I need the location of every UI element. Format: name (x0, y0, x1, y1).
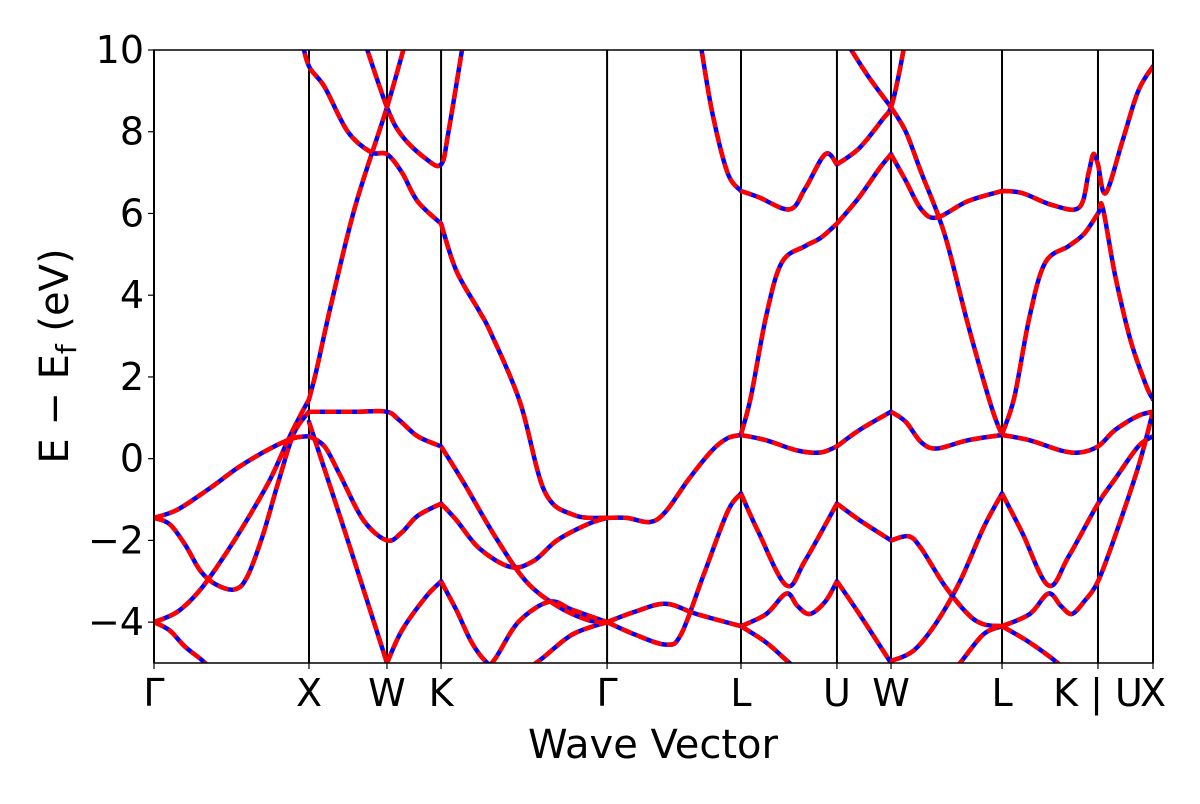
band-line-red-15 (488, 599, 608, 663)
band-line-blue-6 (306, 419, 390, 663)
band-line-red-13 (439, 502, 608, 570)
band-line-red-7 (307, 434, 443, 544)
x-tick-label: K | U (1053, 671, 1143, 716)
band-line-red-23 (740, 432, 838, 456)
y-tick-label: −4 (88, 600, 144, 644)
x-tick-label: K (429, 671, 455, 715)
plot-frame (153, 49, 1154, 664)
band-line-red-44 (1000, 624, 1062, 663)
band-line-red-37 (890, 492, 1004, 663)
band-line-red-8 (384, 579, 443, 663)
bands-red-series (154, 50, 1153, 663)
band-line-red-5 (308, 408, 442, 449)
band-line-red-0 (154, 620, 209, 663)
band-line-red-35 (889, 409, 1003, 451)
x-tick-label: U (823, 671, 851, 715)
band-line-red-42 (1000, 434, 1153, 589)
x-tick-label: Γ (596, 671, 617, 715)
band-line-red-38 (957, 624, 1003, 663)
band-line-red-4 (306, 50, 406, 400)
x-tick-label: Γ (143, 671, 164, 715)
band-line-red-20 (699, 50, 743, 193)
y-axis-label: E − Ef (eV) (32, 248, 83, 463)
band-line-red-17 (607, 432, 742, 525)
band-line-red-14 (439, 580, 491, 663)
band-line-red-43 (1001, 411, 1153, 629)
band-line-red-2 (154, 410, 311, 592)
band-line-red-24 (738, 492, 839, 589)
band-line-red-31 (835, 580, 893, 663)
y-tick-label: −2 (88, 518, 144, 562)
band-line-red-21 (740, 151, 839, 212)
band-line-red-18 (606, 601, 742, 629)
y-tick-label: 6 (120, 191, 144, 235)
band-line-red-25 (740, 580, 839, 629)
band-line-red-39 (1001, 65, 1153, 212)
y-axis-ticks: −4 −2 0 2 4 6 8 10 (88, 28, 154, 644)
x-tick-label: W (872, 671, 910, 715)
band-line-red-16 (532, 619, 608, 663)
band-line-blue-33 (888, 104, 1005, 438)
x-tick-label: L (730, 671, 751, 715)
plot-area (154, 50, 1153, 663)
band-line-red-36 (890, 533, 1003, 629)
y-tick-label: 8 (120, 110, 144, 154)
band-line-red-27 (835, 50, 906, 167)
band-line-red-11 (438, 223, 608, 521)
band-line-red-19 (606, 491, 743, 647)
x-tick-label: L (991, 671, 1012, 715)
band-line-red-34 (889, 153, 1003, 221)
band-line-red-29 (835, 409, 893, 449)
x-tick-label: X (296, 671, 322, 715)
band-line-red-10 (364, 50, 465, 169)
x-axis-label: Wave Vector (528, 722, 779, 768)
y-tick-label: 10 (96, 28, 144, 72)
band-line-blue-26 (738, 623, 794, 663)
band-line-red-30 (835, 501, 893, 543)
y-tick-label: 4 (120, 273, 144, 317)
band-line-red-41 (1001, 409, 1153, 456)
band-line-blue-32 (848, 50, 894, 110)
x-tick-label: X (1140, 671, 1166, 715)
y-tick-label: 2 (120, 355, 144, 399)
band-line-red-40 (999, 201, 1153, 435)
band-line-red-12 (439, 445, 608, 625)
y-tick-label: 0 (120, 437, 144, 481)
x-tick-label: W (368, 671, 406, 715)
band-line-red-3 (154, 433, 310, 521)
band-line-red-1 (154, 398, 311, 625)
band-line-red-28 (835, 152, 893, 226)
band-line-red-9 (301, 50, 443, 226)
band-line-red-22 (738, 222, 839, 435)
